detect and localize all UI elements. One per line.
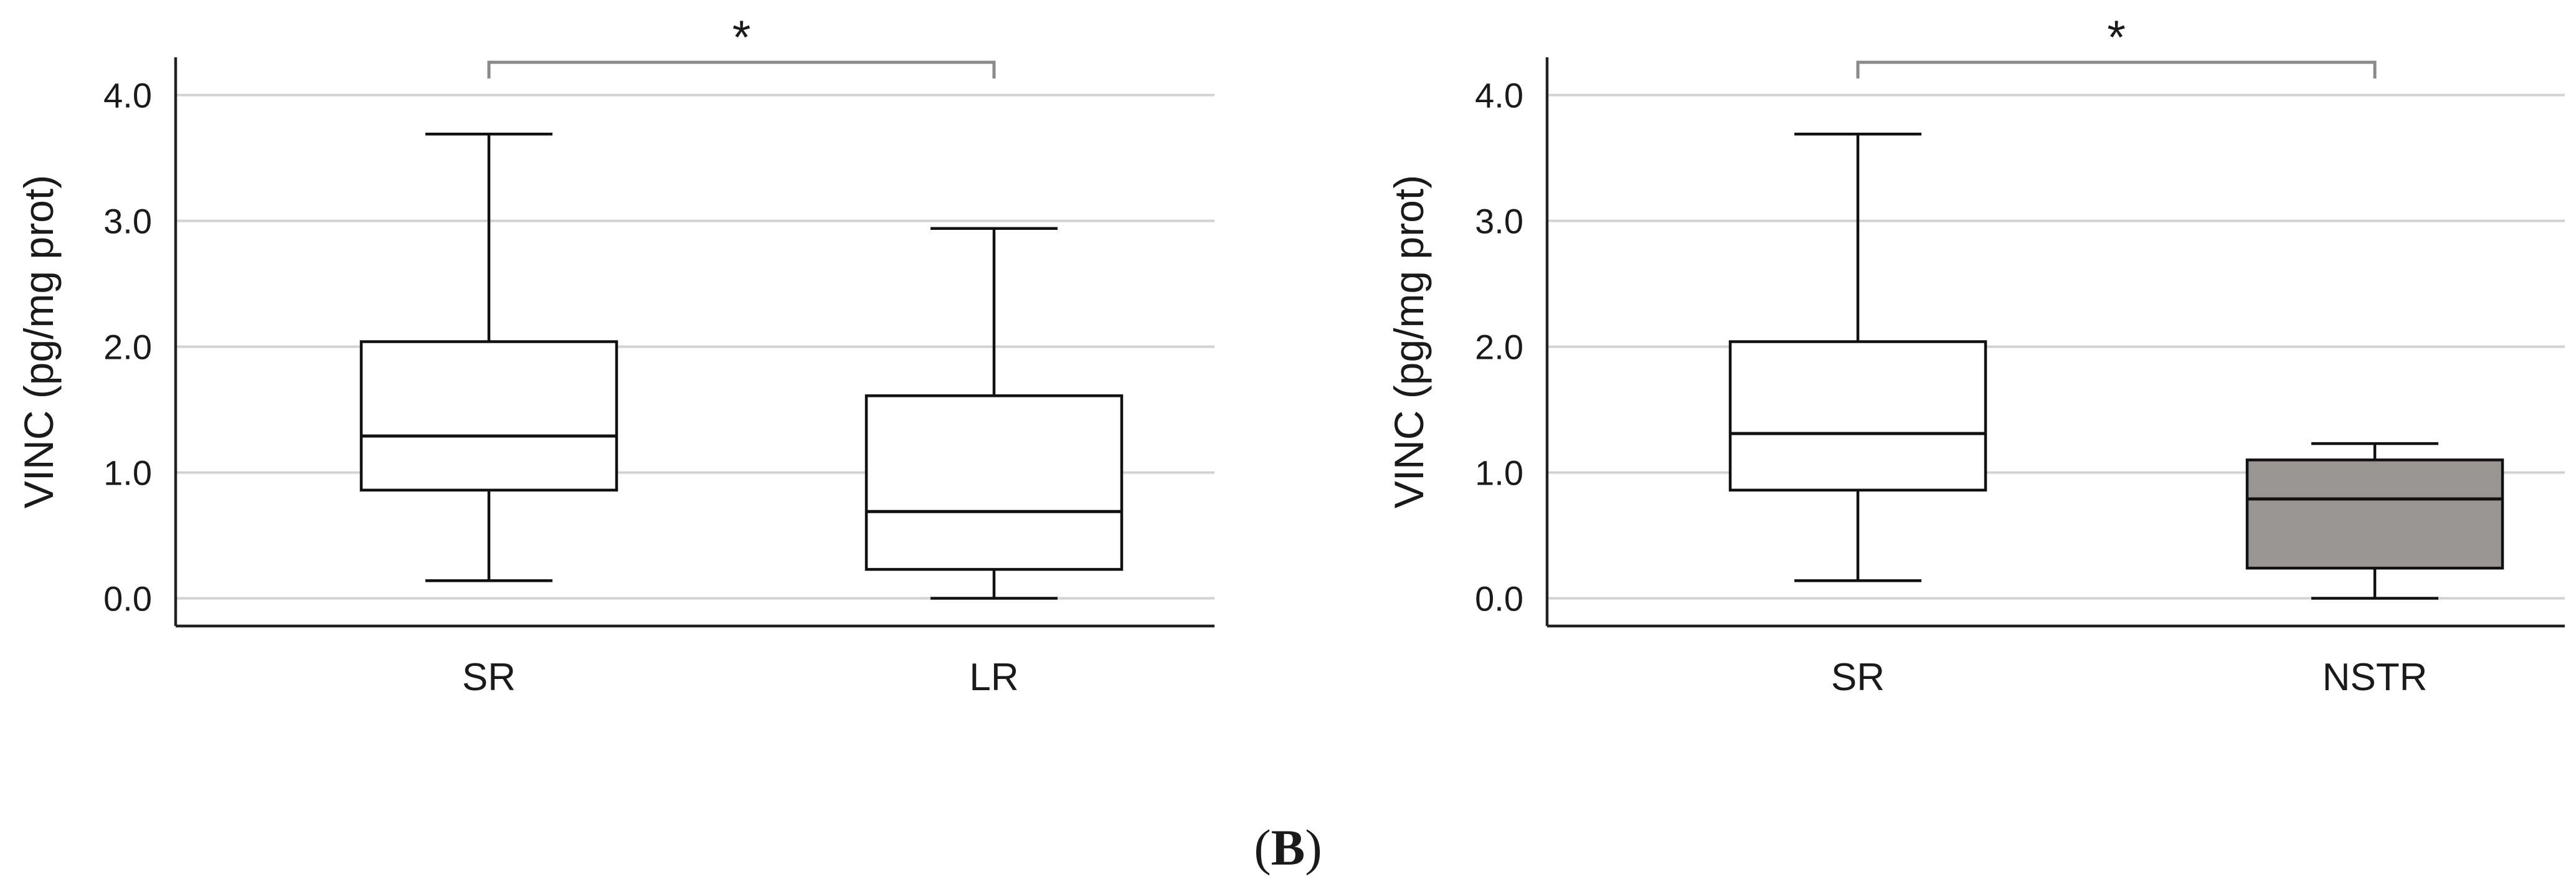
y-tick-label: 0.0	[103, 579, 152, 619]
significance-bracket	[487, 60, 996, 78]
y-tick-label: 2.0	[1475, 328, 1523, 367]
x-tick-label: LR	[969, 656, 1018, 699]
box-sr	[359, 132, 618, 582]
y-axis-label: VINC (pg/mg prot)	[1386, 175, 1432, 508]
iqr-box	[1728, 340, 1987, 492]
significance-marker: *	[2107, 11, 2126, 64]
x-tick-label: SR	[462, 656, 516, 699]
y-tick-label: 0.0	[1475, 579, 1523, 619]
iqr-box	[864, 394, 1124, 571]
box-nstr	[2245, 442, 2504, 600]
iqr-box	[2245, 458, 2504, 570]
y-tick-label: 3.0	[1475, 202, 1523, 241]
y-tick-label: 2.0	[103, 328, 152, 367]
box-plot-sr-vs-nstr: 0.0 1.0 2.0 3.0 4.0 VINC (pg/mg prot) SR NSTR *	[1386, 11, 2565, 699]
y-tick-label: 4.0	[103, 76, 152, 115]
panel-label: (B)	[1254, 819, 1322, 876]
y-axis-label: VINC (pg/mg prot)	[16, 175, 62, 508]
box-sr	[1728, 132, 1987, 582]
y-tick-label: 3.0	[103, 202, 152, 241]
y-tick-label: 1.0	[103, 453, 152, 493]
y-tick-label: 4.0	[1475, 76, 1523, 115]
significance-bracket	[1856, 60, 2377, 78]
significance-marker: *	[732, 11, 751, 64]
box-lr	[864, 227, 1124, 600]
x-tick-label: NSTR	[2323, 656, 2428, 699]
x-tick-label: SR	[1831, 656, 1885, 699]
box-plot-sr-vs-lr: 0.0 1.0 2.0 3.0 4.0 VINC (pg/mg prot) SR LR *	[16, 11, 1215, 699]
iqr-box	[359, 340, 618, 492]
y-tick-label: 1.0	[1475, 453, 1523, 493]
